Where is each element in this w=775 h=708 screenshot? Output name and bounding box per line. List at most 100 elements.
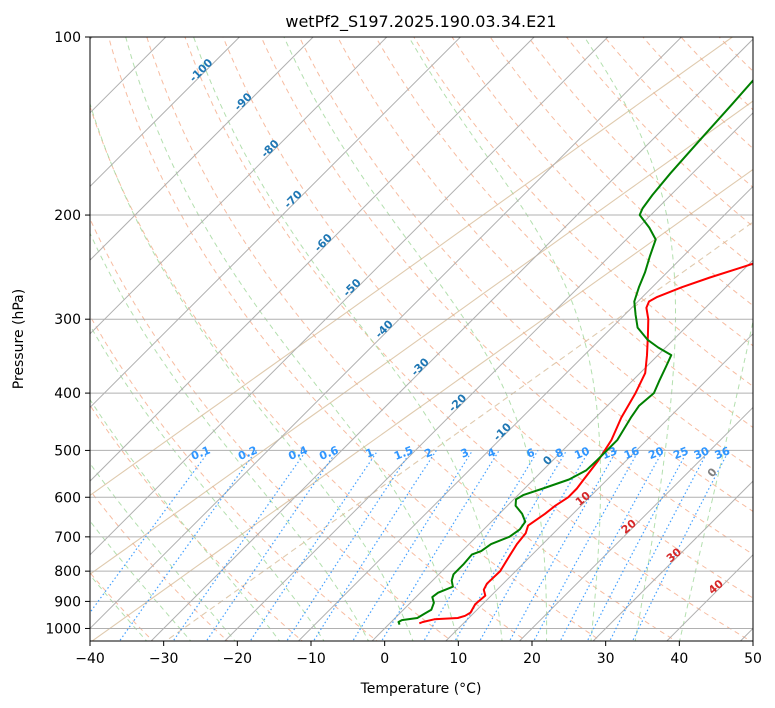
x-tick-label: 50: [744, 651, 762, 667]
curved-guide-line: [91, 168, 753, 641]
mixing-ratio-label: 8: [553, 446, 565, 461]
isotherm-line: [90, 37, 683, 630]
mixing-ratio-label: 2: [423, 446, 435, 461]
dry-adiabat-line: [90, 217, 453, 641]
mixing-ratio-label: 30: [692, 444, 711, 462]
y-tick-label: 300: [54, 312, 81, 328]
y-tick-label: 500: [54, 443, 81, 459]
dry-adiabat-line: [413, 37, 753, 387]
dry-adiabat-line: [146, 37, 677, 641]
mixing-ratio-line: [312, 450, 437, 641]
dry-adiabat-line: [298, 37, 753, 512]
x-tick-label: −30: [149, 651, 179, 667]
dry-adiabat-label: 10: [573, 489, 593, 509]
temperature-profile-line: [418, 262, 753, 625]
y-tick-label: 1000: [45, 621, 81, 637]
profiles: [397, 78, 753, 625]
isotherm-line: [224, 112, 753, 641]
moist-adiabat-line: [408, 37, 601, 641]
line-labels: 0.1 0.2 0.4 0.6 1 1.5 2 3 4 6 8 10 13 16 20 25 30 36-100-…: [187, 56, 732, 597]
mixing-ratio-line: [90, 450, 211, 614]
isotherm-label: -70: [282, 188, 305, 211]
background-lines: [0, 24, 753, 644]
mixing-ratio-label: 1.5: [392, 444, 415, 463]
dry-adiabat-line: [451, 37, 753, 347]
isotherm-label: -30: [409, 355, 432, 378]
mixing-ratio-label: 3: [459, 446, 471, 461]
isotherm-line: [371, 259, 753, 641]
isotherm-label: -20: [446, 391, 469, 414]
moist-adiabat-line: [90, 324, 325, 641]
x-tick-label: 0: [380, 651, 389, 667]
mixing-ratio-label: 20: [647, 444, 666, 462]
mixing-ratio-label: 1: [364, 446, 376, 461]
isotherm-label: -40: [373, 317, 396, 340]
dry-adiabat-line: [375, 37, 753, 429]
dry-adiabat-line: [0, 24, 5, 644]
y-tick-label: 100: [54, 30, 81, 46]
isotherm-line: [90, 37, 314, 261]
isotherm-label: -10: [491, 420, 514, 443]
x-axis: −40 −30 −20 −10 0 10 20 30 40 50: [75, 641, 762, 667]
mixing-ratio-label: 0.1: [189, 444, 212, 463]
mixing-ratio-line: [559, 450, 664, 641]
x-tick-label: 20: [523, 651, 541, 667]
moist-adiabat-line: [125, 37, 459, 641]
mixing-ratio-line: [586, 450, 689, 641]
mixing-ratio-line: [249, 450, 379, 641]
isotherm-label: -60: [312, 231, 335, 254]
dry-adiabat-line: [337, 37, 753, 470]
isotherm-line: [518, 406, 753, 641]
y-tick-label: 900: [54, 594, 81, 610]
dry-adiabat-line: [260, 37, 753, 555]
y-axis: 1000 900 800 700 600 500 400 300 200 100: [45, 30, 90, 637]
mixing-ratio-line: [609, 450, 709, 641]
moist-adiabat-line: [90, 462, 236, 641]
isotherm-line: [90, 37, 535, 482]
dry-adiabat-line: [718, 37, 753, 72]
mixing-ratio-line: [205, 450, 338, 641]
x-tick-label: 10: [449, 651, 467, 667]
dry-adiabat-line: [90, 105, 528, 641]
mixing-ratio-line: [533, 450, 640, 641]
y-tick-label: 200: [54, 208, 81, 224]
moist-adiabat-line: [583, 37, 676, 641]
isotherm-label: -100: [187, 56, 216, 85]
y-axis-label: Pressure (hPa): [11, 289, 27, 389]
isotherm-line: [90, 37, 462, 409]
isotherm-label: -50: [341, 276, 364, 299]
y-tick-label: 700: [54, 530, 81, 546]
x-axis-label: Temperature (°C): [360, 681, 482, 697]
mixing-ratio-line: [285, 450, 413, 641]
mixing-ratio-line: [118, 450, 257, 641]
dry-adiabat-label: 30: [664, 545, 684, 565]
x-tick-label: −20: [223, 651, 253, 667]
chart-title: wetPf2_S197.2025.190.03.34.E21: [285, 12, 556, 32]
isotherm-line: [90, 37, 609, 556]
x-tick-label: 30: [597, 651, 615, 667]
mixing-ratio-label: 10: [572, 444, 591, 462]
dry-adiabat-line: [90, 314, 378, 641]
isotherm-line: [150, 38, 753, 641]
y-tick-label: 600: [54, 490, 81, 506]
isotherm-line: [90, 37, 388, 335]
dry-adiabat-line: [565, 37, 753, 228]
isotherm-line: [445, 333, 753, 641]
moist-adiabat-line: [90, 574, 148, 641]
isotherm-line: [297, 185, 753, 641]
x-tick-label: −10: [296, 651, 326, 667]
moist-adiabat-label: 0: [705, 465, 720, 479]
x-tick-label: 40: [670, 651, 688, 667]
dry-adiabat-label: 40: [706, 577, 726, 597]
dry-adiabat-line: [222, 37, 753, 599]
mixing-ratio-line: [454, 450, 568, 641]
mixing-ratio-label: 4: [486, 446, 498, 461]
dry-adiabat-line: [90, 489, 229, 641]
mixing-ratio-line: [352, 450, 474, 641]
mixing-ratio-label: 25: [671, 444, 690, 462]
dry-adiabat-line: [108, 37, 602, 641]
isotherm-line: [739, 627, 753, 641]
mixing-ratio-label: 0.6: [317, 443, 340, 462]
moist-adiabat-line: [90, 232, 370, 641]
